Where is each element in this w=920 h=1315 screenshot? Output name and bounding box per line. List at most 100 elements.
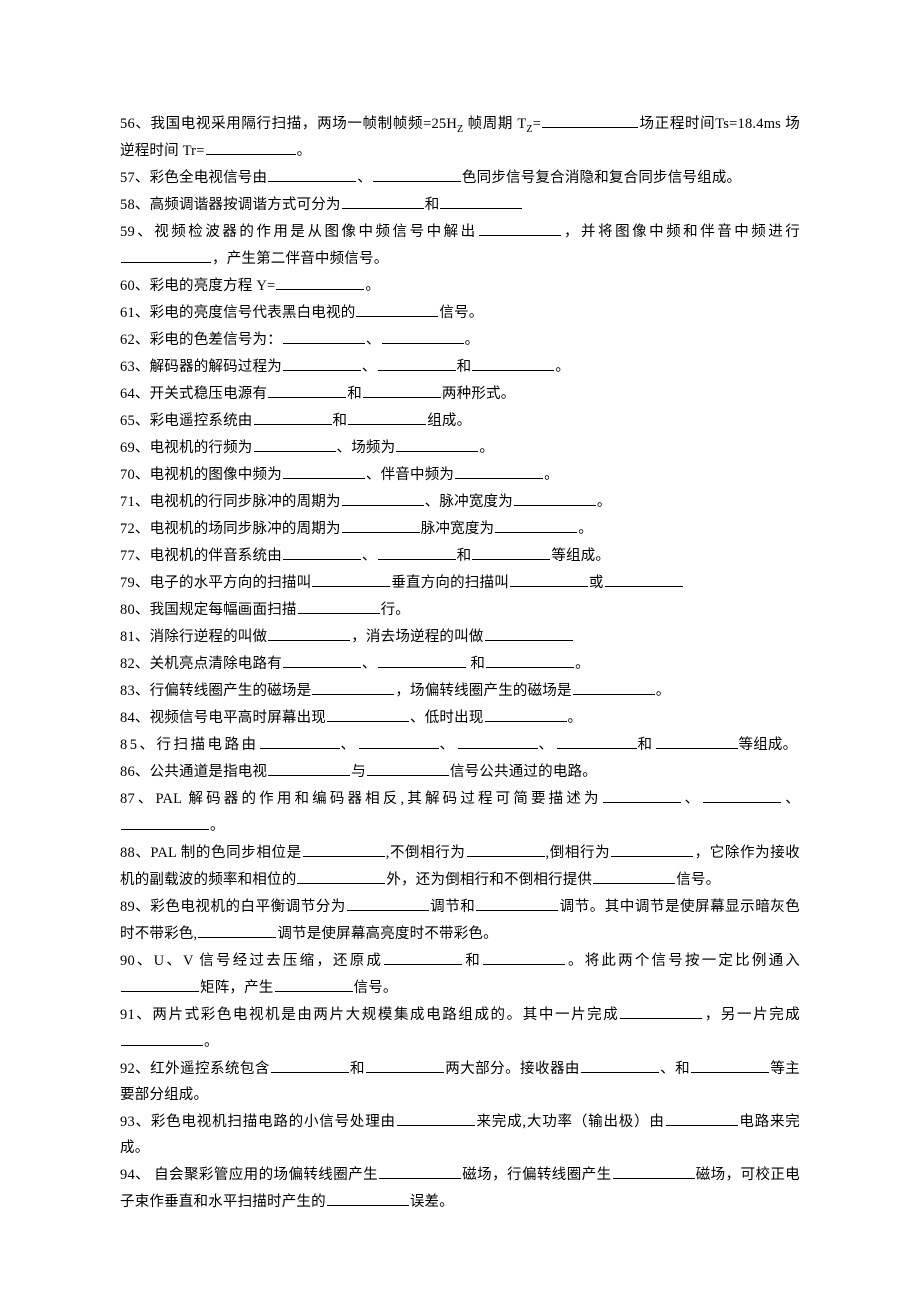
blank xyxy=(268,623,350,641)
question-85: 85、行扫描电路由、、、和等组成。 xyxy=(120,731,800,758)
question-90: 90、U、V 信号经过去压缩，还原成和。将此两个信号按一定比例通入矩阵，产生信号… xyxy=(120,947,800,1001)
blank xyxy=(703,785,781,803)
blank xyxy=(557,731,637,749)
question-83: 83、行偏转线圈产生的磁场是，场偏转线圈产生的磁场是。 xyxy=(120,677,800,704)
blank xyxy=(283,542,361,560)
blank xyxy=(472,353,554,371)
blank xyxy=(312,569,390,587)
question-72: 72、电视机的场同步脉冲的周期为脉冲宽度为。 xyxy=(120,515,800,542)
blank xyxy=(121,812,209,830)
q80-num: 80 xyxy=(120,602,135,618)
q64-num: 64 xyxy=(120,386,135,402)
exam-page: 56、我国电视采用隔行扫描，两场一帧制帧频=25HZ 帧周期 TZ=场正程时间T… xyxy=(0,0,920,1315)
question-94: 94、 自会聚彩管应用的场偏转线圈产生磁场，行偏转线圈产生磁场，可校正电子束作垂… xyxy=(120,1161,800,1215)
blank xyxy=(283,353,361,371)
blank xyxy=(342,515,420,533)
q72-num: 72 xyxy=(120,521,135,537)
blank xyxy=(467,839,545,857)
q91-num: 91 xyxy=(120,1007,135,1023)
blank xyxy=(384,947,462,965)
q85-num: 85 xyxy=(120,737,140,753)
blank xyxy=(283,326,365,344)
question-87: 87、PAL 解码器的作用和编码器相反,其解码过程可简要描述为、、。 xyxy=(120,785,800,839)
q61-num: 61 xyxy=(120,305,135,321)
blank xyxy=(327,1188,409,1206)
blank xyxy=(373,164,461,182)
blank xyxy=(542,110,638,128)
q70-num: 70 xyxy=(120,467,135,483)
blank xyxy=(495,515,577,533)
question-62: 62、彩电的色差信号为：、。 xyxy=(120,326,800,353)
question-56: 56、我国电视采用隔行扫描，两场一帧制帧频=25HZ 帧周期 TZ=场正程时间T… xyxy=(120,110,800,164)
question-61: 61、彩电的亮度信号代表黑白电视的信号。 xyxy=(120,299,800,326)
question-91: 91、两片式彩色电视机是由两片大规模集成电路组成的。其中一片完成，另一片完成。 xyxy=(120,1001,800,1055)
blank xyxy=(348,407,426,425)
blank xyxy=(476,893,558,911)
blank xyxy=(396,434,478,452)
blank xyxy=(593,866,675,884)
blank xyxy=(472,542,550,560)
blank xyxy=(356,299,438,317)
blank xyxy=(611,839,693,857)
blank xyxy=(510,569,588,587)
blank xyxy=(260,731,340,749)
blank xyxy=(121,245,211,263)
q89-num: 89 xyxy=(120,899,135,915)
question-59: 59、视频检波器的作用是从图像中频信号中解出，并将图像中频和伴音中频进行，产生第… xyxy=(120,218,800,272)
blank xyxy=(378,542,456,560)
q88-num: 88 xyxy=(120,845,135,861)
question-60: 60、彩电的亮度方程 Y=。 xyxy=(120,272,800,299)
blank xyxy=(298,596,380,614)
question-64: 64、开关式稳压电源有和两种形式。 xyxy=(120,380,800,407)
question-65: 65、彩电遥控系统由和组成。 xyxy=(120,407,800,434)
question-89: 89、彩色电视机的白平衡调节分为调节和调节。其中调节是使屏幕显示暗灰色时不带彩色… xyxy=(120,893,800,947)
q56-num: 56 xyxy=(120,116,135,132)
q90-num: 90 xyxy=(120,953,135,969)
q57-num: 57 xyxy=(120,170,135,186)
question-84: 84、视频信号电平高时屏幕出现、低时出现。 xyxy=(120,704,800,731)
blank xyxy=(366,1055,444,1073)
blank xyxy=(342,488,424,506)
q92-num: 92 xyxy=(120,1061,135,1077)
blank xyxy=(691,1055,769,1073)
question-79: 79、电子的水平方向的扫描叫垂直方向的扫描叫或 xyxy=(120,569,800,596)
blank xyxy=(603,785,681,803)
blank xyxy=(455,461,543,479)
q58-num: 58 xyxy=(120,197,135,213)
blank xyxy=(382,326,464,344)
question-86: 86、公共通道是指电视与信号公共通过的电路。 xyxy=(120,758,800,785)
q77-num: 77 xyxy=(120,548,135,564)
question-69: 69、电视机的行频为、场频为。 xyxy=(120,434,800,461)
blank xyxy=(206,137,296,155)
blank xyxy=(363,380,441,398)
question-57: 57、彩色全电视信号由、色同步信号复合消隐和复合同步信号组成。 xyxy=(120,164,800,191)
blank xyxy=(379,1161,461,1179)
question-88: 88、PAL 制的色同步相位是,不倒相行为,倒相行为，它除作为接收机的副载波的频… xyxy=(120,839,800,893)
blank xyxy=(613,1161,695,1179)
blank xyxy=(297,866,385,884)
question-63: 63、解码器的解码过程为、和。 xyxy=(120,353,800,380)
q87-num: 87 xyxy=(120,791,135,807)
q79-num: 79 xyxy=(120,575,135,591)
q65-num: 65 xyxy=(120,413,135,429)
blank xyxy=(620,1001,702,1019)
question-92: 92、红外遥控系统包含和两大部分。接收器由、和等主要部分组成。 xyxy=(120,1055,800,1108)
blank xyxy=(656,731,738,749)
blank xyxy=(485,623,573,641)
blank xyxy=(483,947,565,965)
blank xyxy=(254,407,332,425)
blank xyxy=(268,164,356,182)
q60-num: 60 xyxy=(120,278,135,294)
blank xyxy=(486,650,574,668)
q63-num: 63 xyxy=(120,359,135,375)
q93-num: 93 xyxy=(120,1114,135,1130)
question-93: 93、彩色电视机扫描电路的小信号处理由来完成,大功率（输出极）由电路来完成。 xyxy=(120,1108,800,1161)
blank xyxy=(283,461,365,479)
blank xyxy=(605,569,683,587)
blank xyxy=(268,380,346,398)
blank xyxy=(479,218,561,236)
q83-num: 83 xyxy=(120,683,135,699)
blank xyxy=(276,272,364,290)
blank xyxy=(378,353,456,371)
blank xyxy=(121,974,199,992)
